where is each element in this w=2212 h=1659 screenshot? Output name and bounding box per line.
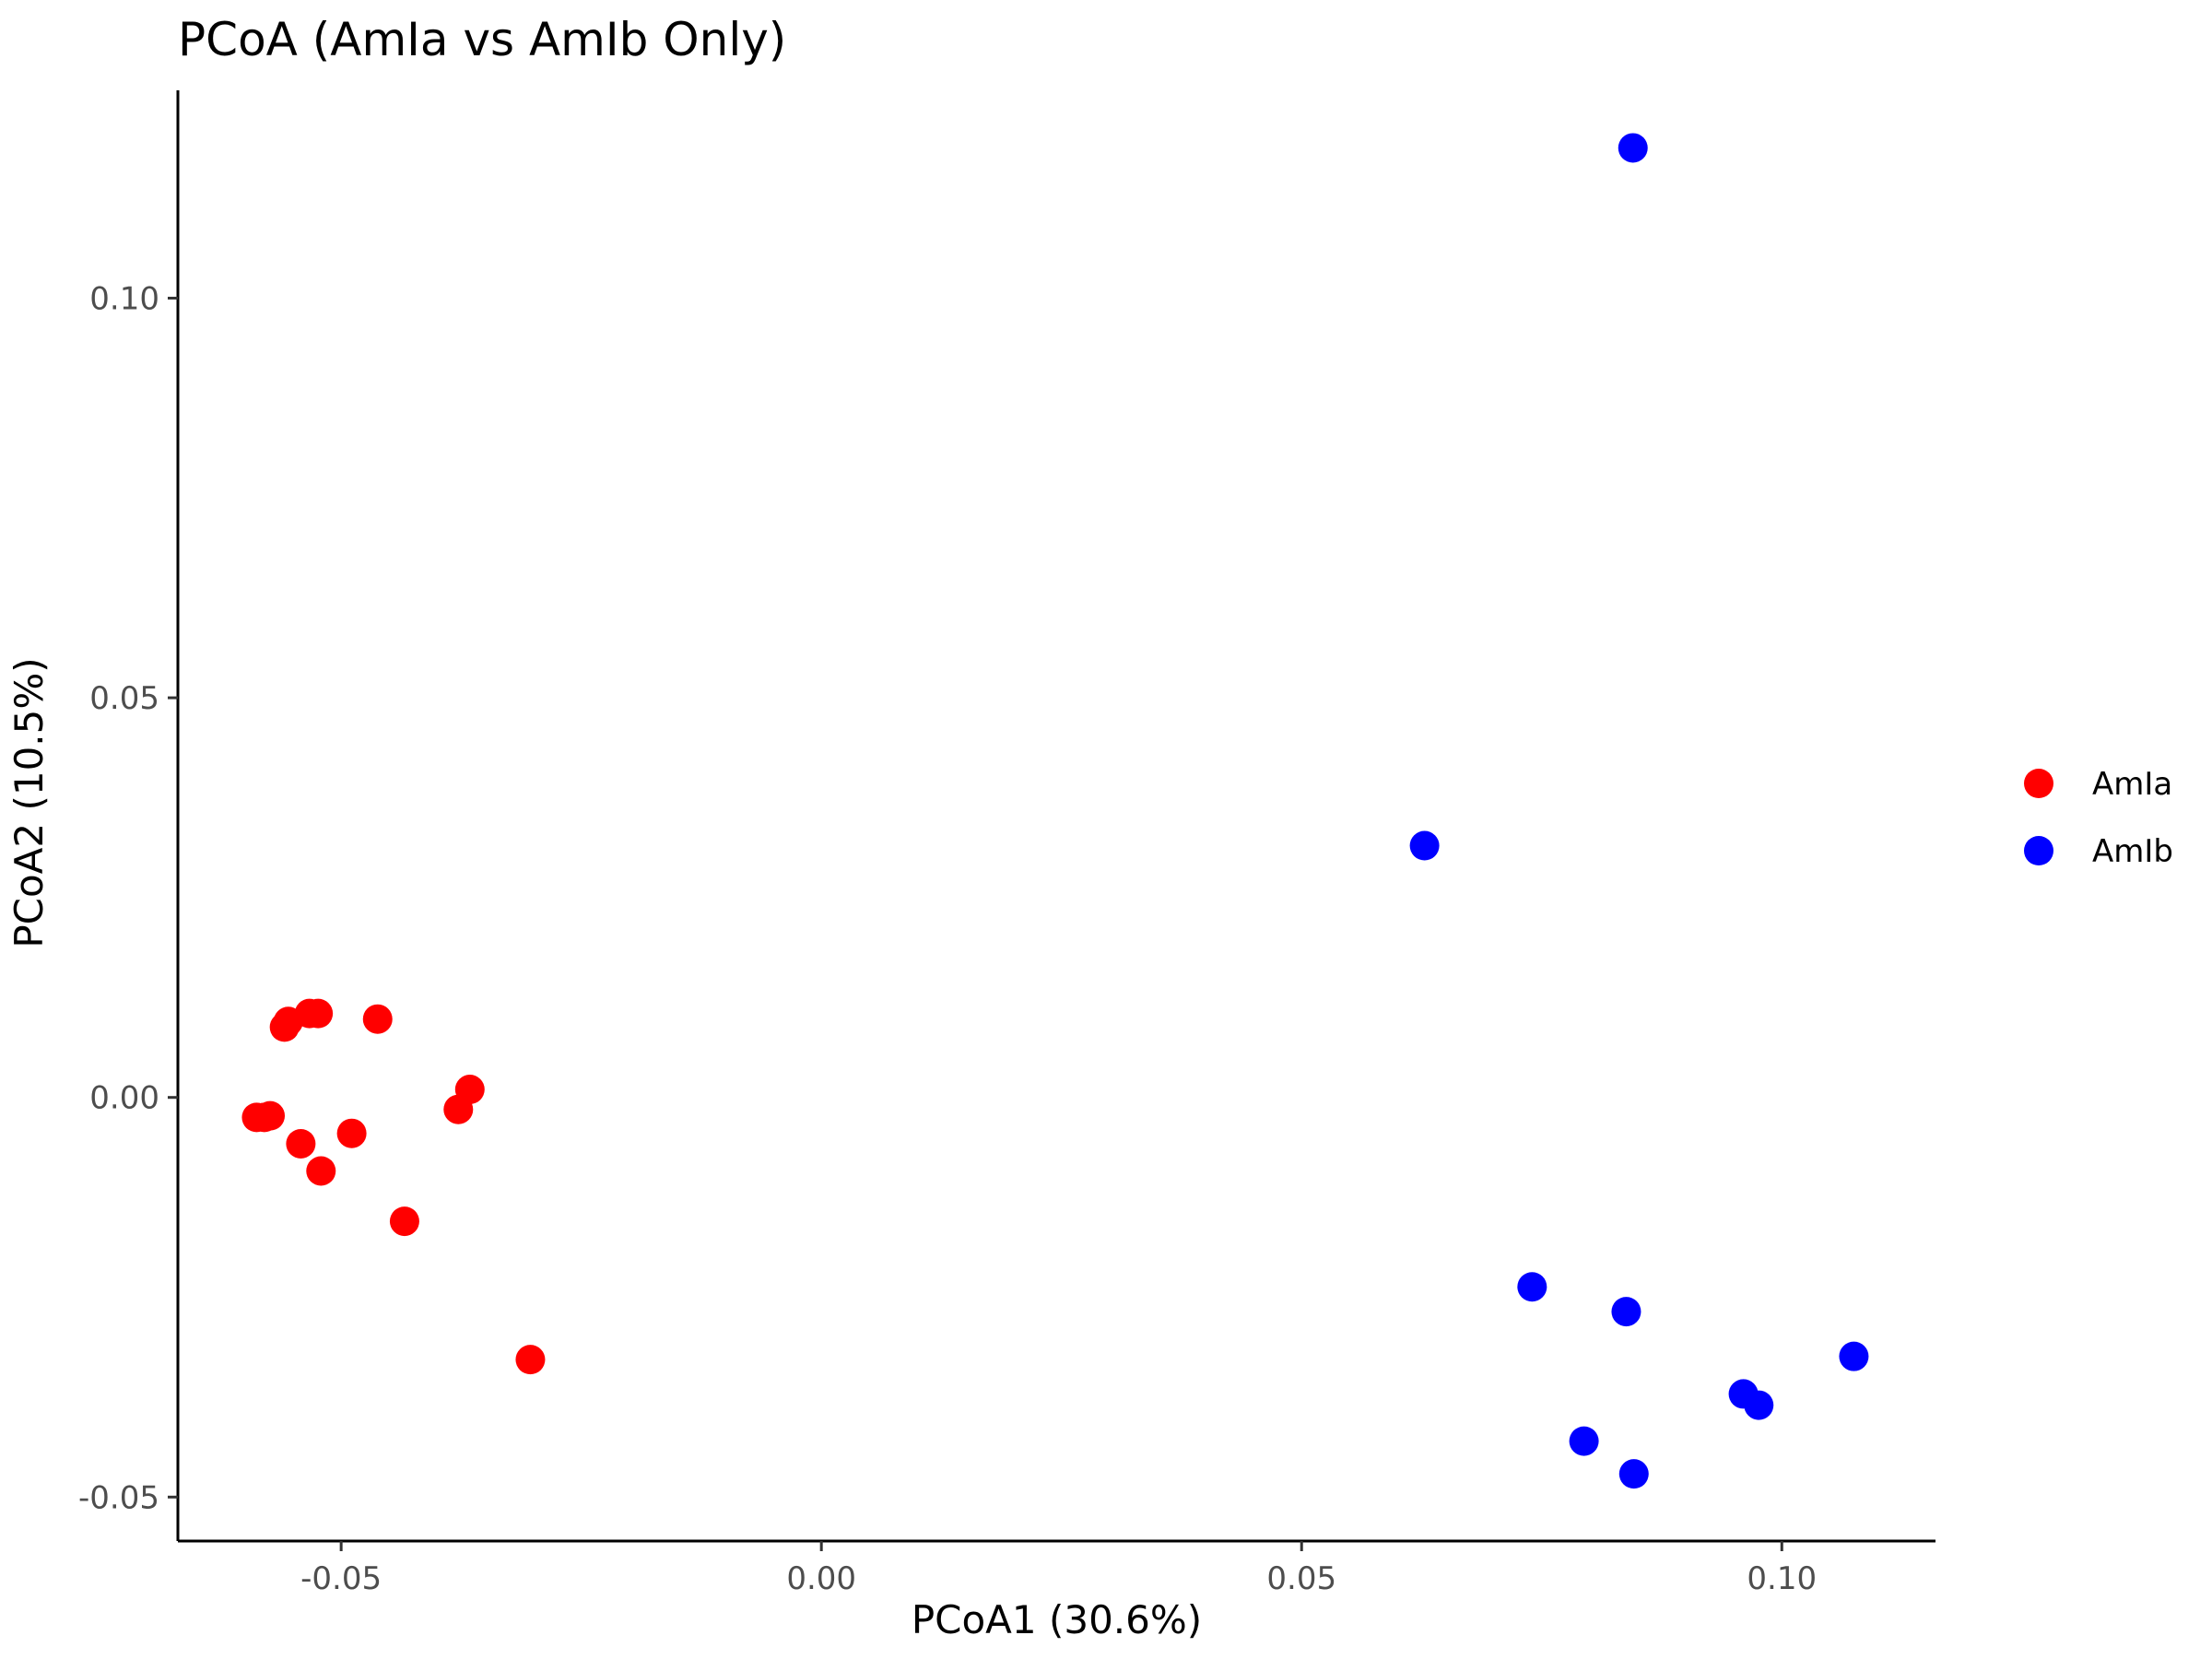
data-point-amia xyxy=(515,1345,546,1375)
legend-label-amib: AmIb xyxy=(2092,833,2173,870)
x-axis-ticks: -0.05 0.00 0.05 0.10 xyxy=(300,1541,1817,1597)
data-point-amia xyxy=(454,1075,485,1105)
data-point-amib xyxy=(1839,1341,1869,1371)
legend: AmIa AmIb xyxy=(2024,766,2173,870)
data-point-amib xyxy=(1744,1390,1774,1420)
axes xyxy=(176,90,1936,1543)
data-point-amia xyxy=(389,1206,419,1237)
data-point-amia xyxy=(269,1012,300,1042)
y-tick-label: 0.00 xyxy=(89,1080,159,1117)
y-tick-label: 0.05 xyxy=(89,680,159,717)
y-axis-title: PCoA2 (10.5%) xyxy=(6,657,52,947)
data-point-amia xyxy=(306,1156,336,1186)
legend-key-amib xyxy=(2024,836,2053,865)
y-axis-ticks: -0.05 0.00 0.05 0.10 xyxy=(78,280,178,1516)
data-point-amib xyxy=(1618,133,1648,163)
y-tick-label: -0.05 xyxy=(78,1479,159,1516)
x-tick-label: -0.05 xyxy=(300,1560,382,1597)
data-point-amib xyxy=(1618,1459,1649,1489)
x-tick-label: 0.00 xyxy=(786,1560,856,1597)
y-tick-label: 0.10 xyxy=(89,280,159,317)
data-point-amib xyxy=(1569,1426,1599,1456)
legend-label-amia: AmIa xyxy=(2092,766,2172,803)
x-axis-title: PCoA1 (30.6%) xyxy=(912,1597,1202,1642)
data-points xyxy=(241,133,1869,1489)
data-point-amib xyxy=(1517,1272,1547,1302)
x-tick-label: 0.10 xyxy=(1747,1560,1817,1597)
data-point-amia xyxy=(255,1100,286,1131)
chart-title: PCoA (AmIa vs AmIb Only) xyxy=(178,13,786,66)
data-point-amib xyxy=(1611,1297,1641,1327)
legend-key-amia xyxy=(2024,769,2053,798)
data-point-amia xyxy=(303,998,334,1029)
x-tick-label: 0.05 xyxy=(1266,1560,1336,1597)
data-point-amia xyxy=(286,1128,316,1159)
data-point-amib xyxy=(1409,830,1440,861)
data-point-amia xyxy=(336,1118,367,1148)
data-point-amia xyxy=(362,1004,393,1034)
